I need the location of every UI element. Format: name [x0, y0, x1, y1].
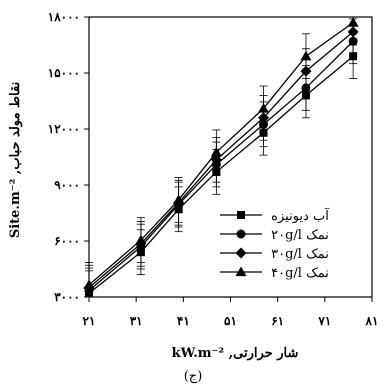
- y-tick-label: ۶۰۰۰: [54, 234, 80, 248]
- x-tick-label: ۸۱: [365, 314, 379, 328]
- data-point-circle: [348, 36, 358, 46]
- data-point-circle: [259, 119, 269, 129]
- legend-marker-circle: [236, 229, 246, 239]
- y-tick-label: ۱۸۰۰۰: [48, 10, 80, 24]
- y-axis-ticks: ۳۰۰۰ ۶۰۰۰ ۹۰۰۰ ۱۲۰۰۰ ۱۵۰۰۰ ۱۸۰۰۰: [48, 10, 89, 304]
- figure-caption: (ج): [184, 369, 203, 384]
- data-point-square: [174, 205, 183, 214]
- x-axis-title: شار حرارتی, kW.m⁻²: [172, 346, 299, 361]
- legend-label: آب دیونیزه: [271, 207, 330, 224]
- data-point-triangle: [258, 102, 270, 113]
- y-tick-label: ۹۰۰۰: [54, 178, 80, 192]
- data-point-triangle: [135, 234, 147, 245]
- y-axis-title: نقاط مولد حباب, Site.m⁻²: [8, 82, 23, 238]
- data-point-diamond: [210, 154, 222, 166]
- legend: آب دیونیزه نمک ۲۰g/l نمک ۳۰g/l نمک ۴۰g/l: [220, 207, 330, 281]
- data-point-diamond: [258, 112, 270, 124]
- data-point-square: [136, 248, 145, 257]
- x-tick-label: ۴۱: [177, 314, 190, 328]
- data-point-square: [259, 128, 268, 137]
- x-tick-label: ۵۱: [224, 314, 237, 328]
- data-point-square: [349, 52, 358, 61]
- legend-label: نمک ۲۰g/l: [271, 228, 329, 243]
- data-point-triangle: [347, 17, 359, 27]
- legend-label: نمک ۴۰g/l: [271, 266, 329, 281]
- legend-marker-diamond: [235, 247, 247, 259]
- data-point-square: [212, 167, 221, 176]
- x-tick-label: ۲۱: [83, 314, 96, 328]
- data-point-triangle: [173, 194, 185, 205]
- x-tick-label: ۶۱: [271, 314, 284, 328]
- y-tick-label: ۳۰۰۰: [54, 290, 80, 304]
- x-axis-ticks: ۲۱ ۳۱ ۴۱ ۵۱ ۶۱ ۷۱ ۸۱: [83, 297, 379, 328]
- data-point-circle: [301, 83, 311, 93]
- data-point-triangle: [83, 279, 95, 289]
- legend-label: نمک ۳۰g/l: [271, 247, 329, 262]
- data-point-square: [301, 91, 310, 100]
- legend-marker-triangle: [235, 266, 247, 277]
- y-tick-label: ۱۵۰۰۰: [48, 66, 80, 80]
- data-markers: [83, 17, 359, 298]
- data-point-triangle: [300, 50, 312, 61]
- data-point-diamond: [347, 26, 359, 38]
- data-point-triangle: [210, 146, 222, 157]
- data-point-diamond: [300, 65, 312, 77]
- y-tick-label: ۱۲۰۰۰: [48, 122, 80, 136]
- x-tick-label: ۷۱: [317, 314, 331, 328]
- x-tick-label: ۳۱: [130, 314, 143, 328]
- legend-marker-square: [237, 211, 245, 219]
- series-line-4: [88, 22, 354, 286]
